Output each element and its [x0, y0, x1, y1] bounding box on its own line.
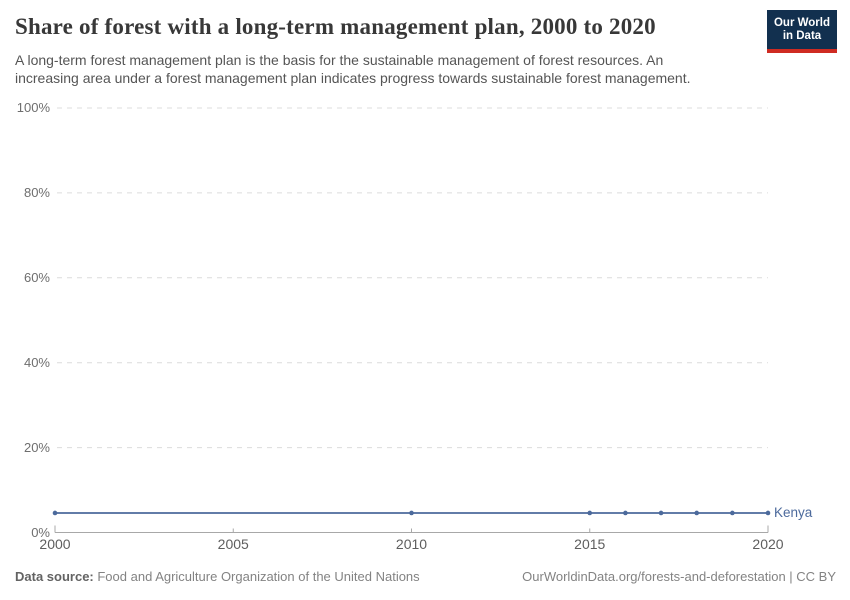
chart-subtitle-line: A long-term forest management plan is th… — [15, 52, 664, 68]
series-end-label: Kenya — [774, 504, 813, 520]
x-axis-tick-label: 2010 — [395, 536, 428, 552]
data-point-marker — [623, 510, 628, 516]
data-source-text: Food and Agriculture Organization of the… — [93, 569, 420, 584]
data-source-note: Data source: Food and Agriculture Organi… — [15, 569, 420, 584]
owid-logo[interactable]: Our World in Data — [767, 10, 837, 53]
y-axis-tick-label: 40% — [23, 354, 50, 370]
x-axis-tick-label: 2000 — [39, 536, 71, 552]
chart-title: Share of forest with a long-term managem… — [15, 14, 656, 39]
data-point-marker — [52, 510, 58, 516]
data-source-label: Data source: — [15, 569, 94, 584]
owid-logo-line2: in Data — [782, 29, 822, 42]
y-axis-tick-label: 60% — [23, 269, 50, 285]
x-axis-tick-label: 2015 — [574, 536, 606, 552]
x-axis-tick-label: 2020 — [752, 536, 784, 552]
chart-footer: Data source: Food and Agriculture Organi… — [15, 569, 836, 584]
y-axis-tick-label: 100% — [16, 100, 50, 115]
y-axis-tick-label: 80% — [23, 184, 50, 200]
data-point-marker — [730, 510, 735, 516]
chart-subtitle: A long-term forest management plan is th… — [15, 51, 735, 87]
y-axis-tick-label: 20% — [23, 439, 50, 455]
data-point-marker — [409, 510, 414, 516]
data-point-marker — [765, 510, 771, 516]
data-point-marker — [694, 510, 699, 516]
data-point-marker — [658, 510, 664, 516]
owid-url-license-link[interactable]: OurWorldinData.org/forests-and-deforesta… — [522, 569, 836, 584]
owid-logo-line1: Our World — [773, 16, 830, 29]
data-point-marker — [587, 510, 593, 516]
x-axis-tick-label: 2005 — [217, 536, 249, 552]
chart-subtitle-line: increasing area under a forest managemen… — [15, 70, 691, 86]
y-axis-tick-label: 0% — [31, 524, 50, 540]
